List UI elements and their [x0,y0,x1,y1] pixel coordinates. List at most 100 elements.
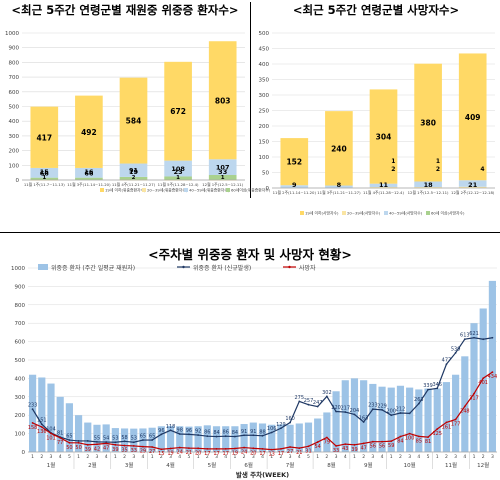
severe-data-label: 65 [149,434,155,440]
severe-point [491,336,494,339]
y-tick-label: 600 [9,90,20,96]
death-point [197,447,200,450]
legend-label: 20~39세(위중증환자수) [147,188,188,193]
death-data-label: 81 [425,439,431,445]
weekly-bar [332,391,340,452]
severe-data-label: 200 [386,409,396,415]
death-data-label: 434 [488,374,498,380]
bar-segment [369,187,398,188]
death-data-label: 20 [195,450,201,456]
legend-marker [288,265,291,269]
severe-point [298,400,301,403]
data-label: 23 [174,168,183,176]
weekly-bar [176,426,184,452]
bar-segment [414,63,442,182]
severe-point [40,423,43,426]
weekly-bar [452,374,460,452]
week-tick-label: 3 [50,454,53,460]
severe-point [206,435,209,438]
legend-swatch [342,211,346,215]
weekly-bar [488,280,496,452]
weekly-bar [111,428,119,452]
week-tick-label: 1 [390,454,393,460]
death-data-label: 27 [149,449,155,455]
right-chart-title: <최근 5주간 연령군별 사망자수> [292,3,460,17]
data-label: 1 [176,175,180,181]
data-label: 1 [221,175,225,181]
severe-point [224,435,227,438]
x-tick-label: 12월 1주(12.5~12.11) [202,182,243,187]
death-point [399,435,402,438]
legend-swatch [226,188,230,192]
bar-segment [164,176,192,180]
severe-point [362,421,365,423]
data-label: 15 [40,168,50,176]
x-tick-label: 11월 4주(11.21~11.27) [112,182,156,187]
data-label: 1 [42,175,46,181]
death-data-label: 77 [57,440,63,446]
death-data-label: 50 [75,445,81,451]
death-point [215,447,218,450]
death-data-label: 19 [167,451,173,457]
death-point [390,440,393,443]
week-tick-label: 1 [31,454,34,460]
week-tick-label: 3 [371,454,374,460]
weekly-bar [268,424,276,452]
severe-data-label: 339 [423,383,433,389]
death-point [160,448,163,451]
severe-point [169,429,172,432]
month-label: 12월 [477,461,489,469]
severe-data-label: 86 [204,430,210,436]
y-tick-label: 500 [15,358,26,364]
x-tick-label: 11월 5주(11.28~12.4) [158,182,199,187]
week-tick-label: 3 [408,454,411,460]
week-tick-label: 2 [445,454,448,460]
severe-data-label: 55 [94,435,100,441]
death-data-label: 17 [213,451,219,457]
legend-label: 60세이상(위중증환자수) [231,188,271,193]
weekly-bar [360,380,368,452]
week-tick-label: 3 [96,454,99,460]
x-tick-label: 11월 3주(11.21~11.27) [317,190,361,195]
bar-segment [30,177,59,180]
severe-data-label: 233 [368,403,378,409]
severe-point [307,403,310,406]
severe-data-label: 92 [195,429,201,435]
data-label: 19 [129,168,139,176]
data-label: 2 [132,175,136,181]
severe-data-label: 53 [131,436,137,442]
death-point [40,426,43,428]
y-tick-label: 50 [262,171,269,177]
weekly-bar [65,403,73,452]
month-label: 9월 [364,461,373,469]
severe-point [96,440,98,443]
horizontal-divider [0,232,500,233]
data-label: 108 [171,165,185,173]
weekly-bar [120,428,129,452]
severe-data-label: 233 [28,403,38,409]
severe-data-label: 163 [359,416,369,422]
death-data-label: 84 [397,439,403,445]
data-label: 2 [391,166,395,173]
weekly-bar [222,426,230,452]
data-label: 4 [480,166,484,173]
data-label: 18 [424,181,434,189]
month-label: 1월 [47,461,56,469]
severe-data-label: 84 [232,430,238,436]
severe-point [234,435,236,438]
week-tick-label: 1 [316,454,319,460]
severe-point [473,336,475,339]
bar-segment [164,61,192,161]
severe-data-label: 104 [46,426,56,432]
severe-point [381,408,383,411]
death-point [408,432,411,435]
severe-point [316,405,319,408]
weekly-bar [433,388,441,452]
month-label: 8월 [327,461,336,469]
weekly-bar [47,383,55,452]
death-data-label: 21 [186,450,192,456]
severe-point [353,413,356,416]
bar-segment [325,185,353,188]
bar-segment [458,186,487,188]
week-tick-label: 2 [86,454,89,460]
